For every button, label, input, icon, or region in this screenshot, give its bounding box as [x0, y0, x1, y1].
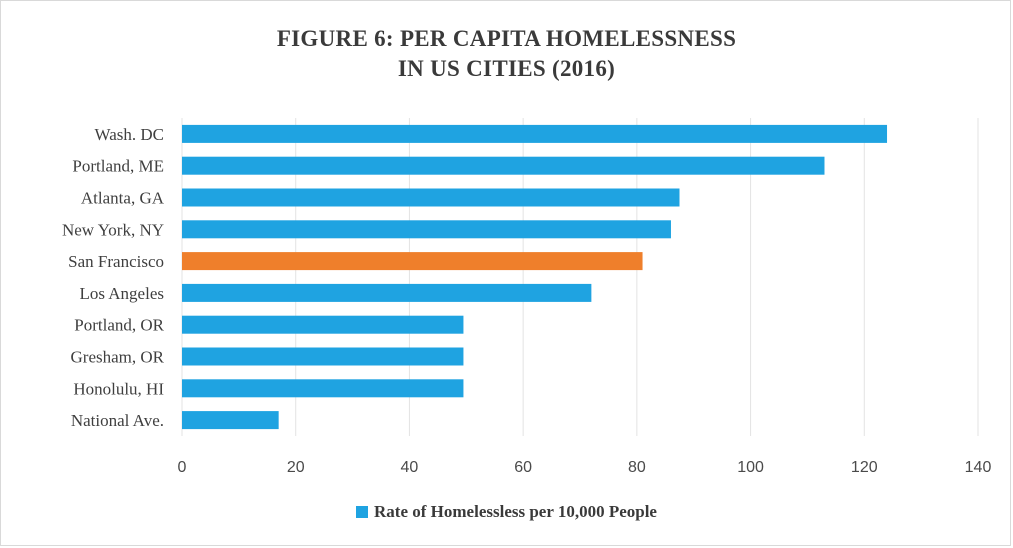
chart-title-line-1: FIGURE 6: PER CAPITA HOMELESSNESS — [276, 26, 737, 51]
category-label: Honolulu, HI — [73, 379, 164, 398]
x-tick-label: 0 — [178, 459, 187, 476]
category-label: Portland, ME — [72, 157, 164, 176]
x-tick-label: 120 — [851, 459, 878, 476]
bar — [182, 220, 671, 239]
chart-title: FIGURE 6: PER CAPITA HOMELESSNESS IN US … — [0, 24, 1013, 84]
bar — [182, 315, 464, 334]
x-tick-label: 40 — [401, 459, 419, 476]
x-tick-label: 100 — [737, 459, 764, 476]
bar — [182, 347, 464, 366]
x-tick-label: 20 — [287, 459, 305, 476]
category-label: National Ave. — [71, 411, 164, 430]
bar — [182, 188, 680, 207]
legend: Rate of Homelessless per 10,000 People — [0, 502, 1013, 522]
category-label: Gresham, OR — [71, 348, 165, 367]
x-tick-label: 80 — [628, 459, 646, 476]
bar — [182, 379, 464, 398]
x-tick-label: 60 — [514, 459, 532, 476]
bar — [182, 411, 279, 430]
category-label: New York, NY — [62, 220, 164, 239]
legend-label: Rate of Homelessless per 10,000 People — [374, 502, 657, 521]
category-label: Atlanta, GA — [81, 189, 165, 208]
category-label: San Francisco — [68, 252, 164, 271]
legend-swatch — [356, 506, 369, 518]
category-label: Wash. DC — [95, 125, 164, 144]
chart-title-line-2: IN US CITIES (2016) — [397, 56, 616, 81]
bar — [182, 283, 592, 302]
bar — [182, 156, 825, 175]
x-tick-label: 140 — [965, 459, 992, 476]
bar — [182, 124, 888, 143]
category-label: Los Angeles — [79, 284, 164, 303]
bar — [182, 252, 643, 271]
category-label: Portland, OR — [74, 316, 164, 335]
